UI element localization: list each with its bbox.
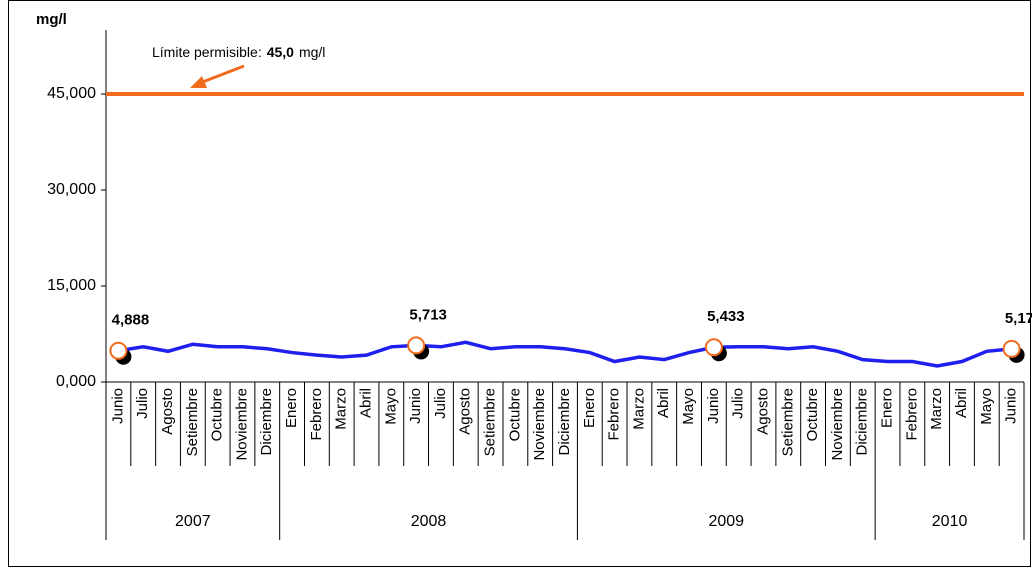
x-tick-label: Julio [134, 388, 151, 419]
x-tick-label: Setiembre [779, 388, 796, 456]
x-tick-label: Agosto [754, 388, 771, 435]
x-tick-label: Mayo [978, 388, 995, 425]
x-tick-label: Mayo [680, 388, 697, 425]
y-tick-label: 45,000 [47, 85, 96, 102]
data-line [118, 340, 1012, 368]
x-tick-label: Setiembre [482, 388, 499, 456]
x-tick-label: Octubre [506, 388, 523, 441]
data-point [407, 336, 426, 355]
x-tick-label: Junio [407, 388, 424, 424]
frame [8, 0, 1031, 567]
limit-annotation: Límite permisible: 45,0 mg/l [152, 44, 325, 60]
x-tick-label: Setiembre [184, 388, 201, 456]
x-tick-label: Diciembre [854, 388, 871, 456]
x-tick-label: Abril [357, 388, 374, 418]
x-tick-label: Mayo [382, 388, 399, 425]
x-tick-label: Junio [1003, 388, 1020, 424]
x-tick-label: Noviembre [531, 388, 548, 461]
x-tick-label: Junio [109, 388, 126, 424]
x-tick-label: Agosto [457, 388, 474, 435]
limit-text: Límite permisible: [152, 44, 262, 60]
data-point [1002, 339, 1021, 358]
x-tick-label: Enero [581, 388, 598, 428]
y-axis-label: mg/l [36, 11, 67, 28]
x-tick-label: Abril [953, 388, 970, 418]
x-tick-label: Diciembre [556, 388, 573, 456]
x-tick-label: Junio [705, 388, 722, 424]
x-tick-label: Noviembre [233, 388, 250, 461]
x-tick-label: Febrero [606, 388, 623, 441]
annotation-arrowhead [190, 76, 207, 88]
y-tick-label: 30,000 [47, 181, 96, 198]
x-tick-label: Marzo [333, 388, 350, 430]
annotation-arrow [199, 64, 245, 85]
y-tick-label: 0,000 [56, 373, 96, 390]
data-label: 4,888 [112, 312, 150, 329]
group-label: 2009 [708, 513, 744, 530]
x-tick-label: Julio [432, 388, 449, 419]
limit-value: 45,0 [267, 44, 294, 60]
x-tick-label: Agosto [159, 388, 176, 435]
y-tick-label: 15,000 [47, 277, 96, 294]
x-tick-label: Enero [879, 388, 896, 428]
x-tick-label: Abril [655, 388, 672, 418]
x-tick-label: Marzo [928, 388, 945, 430]
group-label: 2008 [411, 513, 447, 530]
data-point [109, 341, 128, 360]
group-label: 2010 [932, 513, 968, 530]
data-label: 5,174 [1005, 310, 1032, 327]
x-tick-label: Julio [730, 388, 747, 419]
x-tick-label: Febrero [903, 388, 920, 441]
data-point [704, 338, 723, 357]
x-tick-label: Diciembre [258, 388, 275, 456]
x-tick-label: Octubre [209, 388, 226, 441]
x-tick-label: Febrero [308, 388, 325, 441]
group-label: 2007 [175, 513, 211, 530]
data-label: 5,713 [409, 306, 447, 323]
x-tick-label: Noviembre [829, 388, 846, 461]
x-tick-label: Enero [283, 388, 300, 428]
limit-unit: mg/l [299, 44, 325, 60]
x-tick-label: Marzo [630, 388, 647, 430]
data-label: 5,433 [707, 308, 745, 325]
x-tick-label: Octubre [804, 388, 821, 441]
